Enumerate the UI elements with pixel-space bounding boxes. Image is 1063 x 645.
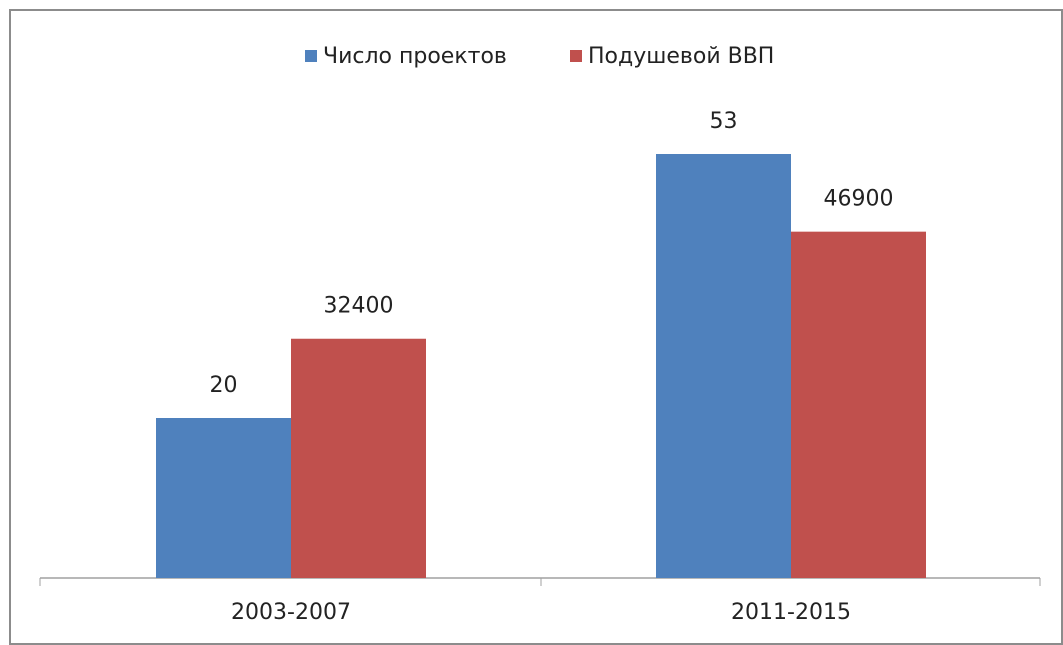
bar xyxy=(791,231,926,578)
x-tick-label: 2011-2015 xyxy=(731,600,851,625)
bar xyxy=(291,338,426,578)
data-label: 53 xyxy=(710,109,738,134)
x-tick-label: 2003-2007 xyxy=(231,600,351,625)
data-label: 20 xyxy=(210,373,238,398)
bar xyxy=(656,154,791,578)
data-label: 32400 xyxy=(324,294,394,319)
legend-label: Подушевой ВВП xyxy=(588,44,774,69)
legend-swatch xyxy=(305,50,317,62)
legend-label: Число проектов xyxy=(323,44,507,69)
data-label: 46900 xyxy=(824,187,894,212)
legend-swatch xyxy=(570,50,582,62)
bar xyxy=(156,418,291,578)
